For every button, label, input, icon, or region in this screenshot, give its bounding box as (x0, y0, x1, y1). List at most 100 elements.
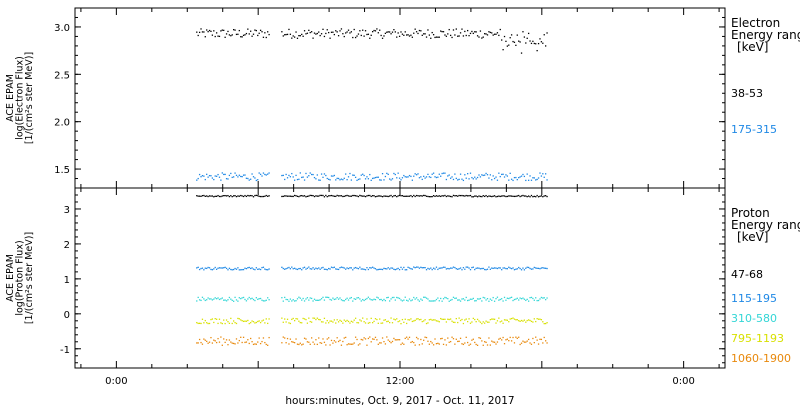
data-point (479, 321, 482, 323)
data-point (312, 317, 314, 319)
data-point (311, 194, 313, 197)
data-point (406, 195, 408, 197)
data-point (516, 337, 518, 340)
data-point (292, 317, 294, 320)
data-point (491, 340, 493, 342)
proton-series-310-580 (196, 296, 548, 302)
data-point (518, 194, 520, 197)
data-point (291, 266, 293, 268)
data-point (414, 319, 416, 322)
data-point (438, 36, 440, 38)
data-point (452, 296, 455, 298)
data-point (437, 342, 439, 344)
data-point (498, 34, 500, 37)
data-point (367, 268, 370, 271)
data-point (302, 343, 304, 345)
data-point (394, 319, 396, 321)
data-point (542, 196, 544, 198)
data-point (414, 173, 416, 175)
data-point (282, 336, 284, 338)
data-point (333, 33, 335, 36)
data-point (291, 318, 293, 321)
data-point (493, 267, 496, 269)
data-point (465, 177, 467, 179)
data-point (326, 195, 328, 198)
data-point (515, 176, 517, 179)
data-point (204, 319, 206, 322)
data-point (281, 297, 283, 299)
data-point (326, 319, 328, 322)
data-point (442, 318, 445, 321)
data-point (512, 179, 514, 182)
data-point (262, 172, 265, 174)
data-point (306, 32, 309, 34)
data-point (381, 337, 384, 339)
data-point (293, 36, 296, 38)
data-point (204, 299, 206, 302)
data-point (418, 195, 421, 197)
data-point (526, 37, 528, 39)
data-point (227, 30, 229, 33)
data-point (244, 320, 246, 322)
data-point (503, 176, 506, 178)
data-point (421, 343, 423, 345)
data-point (247, 339, 249, 341)
data-point (420, 176, 422, 178)
data-point (345, 195, 347, 197)
data-point (316, 317, 318, 319)
data-point (488, 195, 490, 197)
data-point (244, 267, 246, 269)
data-point (371, 299, 374, 301)
data-point (309, 297, 311, 299)
data-point (523, 175, 526, 178)
data-point (366, 267, 368, 269)
data-point (197, 322, 199, 325)
data-point (340, 320, 343, 322)
data-point (536, 299, 538, 302)
data-point (398, 297, 401, 300)
data-point (357, 33, 360, 35)
data-point (413, 320, 415, 322)
data-point (371, 338, 374, 340)
data-point (224, 322, 226, 325)
data-point (345, 298, 347, 301)
data-point (326, 296, 328, 298)
data-point (486, 195, 489, 198)
data-point (493, 195, 496, 197)
data-point (417, 338, 419, 340)
data-point (322, 176, 324, 178)
data-point (533, 299, 535, 301)
data-point (303, 30, 306, 32)
data-point (268, 268, 270, 270)
data-point (506, 338, 509, 340)
data-point (440, 297, 442, 300)
data-point (379, 318, 381, 320)
data-point (543, 267, 545, 269)
data-point (389, 178, 391, 180)
data-point (247, 319, 249, 322)
data-point (404, 269, 406, 271)
data-point (319, 34, 321, 37)
data-point (469, 172, 472, 174)
data-point (440, 338, 442, 340)
data-point (520, 342, 523, 344)
data-point (225, 195, 228, 197)
data-point (320, 33, 323, 35)
data-point (367, 296, 370, 298)
data-point (448, 341, 450, 343)
data-point (214, 175, 216, 177)
data-point (356, 338, 358, 341)
data-point (354, 298, 357, 301)
data-point (525, 299, 527, 302)
data-point (210, 298, 212, 300)
data-point (535, 179, 537, 181)
data-point (539, 38, 541, 40)
data-point (282, 267, 284, 270)
data-point (198, 195, 201, 197)
data-point (492, 296, 494, 299)
data-point (401, 195, 404, 197)
data-point (215, 268, 218, 270)
data-point (495, 33, 497, 35)
data-point (475, 267, 477, 269)
data-point (394, 194, 396, 197)
